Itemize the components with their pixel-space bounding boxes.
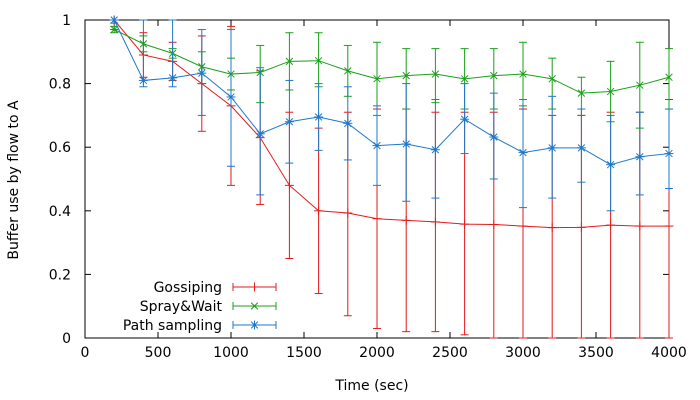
point-2-3 <box>197 68 207 78</box>
point-2-7 <box>314 112 324 122</box>
series-line-0 <box>113 19 669 229</box>
errorbar-1-11 <box>431 48 440 104</box>
point-2-10 <box>401 139 411 149</box>
x-tick-label-3: 1500 <box>286 345 322 361</box>
errorbar-2-1 <box>139 19 148 88</box>
point-1-11 <box>431 70 440 78</box>
y-tick-label-1: 0.2 <box>49 267 71 283</box>
point-1-7 <box>314 56 323 65</box>
y-tick-label-0: 0 <box>62 331 71 347</box>
x-tick-label-7: 3500 <box>578 345 614 361</box>
point-0-17 <box>606 220 616 230</box>
legend-marker-1 <box>250 302 259 310</box>
point-0-13 <box>489 219 499 229</box>
point-0-15 <box>547 223 557 233</box>
point-2-13 <box>489 132 499 142</box>
point-2-0 <box>109 15 119 25</box>
point-0-9 <box>372 214 382 224</box>
y-tick-label-4: 0.8 <box>49 77 71 93</box>
x-tick-label-8: 4000 <box>651 345 687 361</box>
point-1-19 <box>665 73 673 81</box>
point-1-15 <box>548 75 556 83</box>
y-tick-label-5: 1 <box>62 13 71 29</box>
point-0-7 <box>314 206 324 216</box>
y-axis-label: Buffer use by flow to A <box>6 100 22 260</box>
y-tick-label-3: 0.6 <box>49 140 71 156</box>
point-2-5 <box>255 129 265 139</box>
point-2-2 <box>168 73 178 83</box>
point-0-12 <box>460 219 470 229</box>
point-1-9 <box>373 75 381 83</box>
x-tick-label-6: 3000 <box>505 345 541 361</box>
x-tick-label-0: 0 <box>81 345 90 361</box>
point-1-17 <box>606 87 615 96</box>
point-0-18 <box>635 221 645 231</box>
point-2-11 <box>430 145 440 155</box>
point-2-15 <box>547 143 557 153</box>
legend: Gossiping Spray&Wait Path sampling <box>123 280 277 334</box>
point-2-14 <box>518 148 528 158</box>
point-2-9 <box>372 141 382 151</box>
legend-marker-2 <box>250 320 259 330</box>
point-2-19 <box>664 149 674 159</box>
point-2-4 <box>226 92 236 102</box>
series-line-2 <box>113 19 670 166</box>
point-2-6 <box>284 117 294 127</box>
point-0-19 <box>664 221 674 231</box>
point-1-8 <box>344 67 352 75</box>
point-1-6 <box>285 57 294 66</box>
point-2-1 <box>138 75 148 85</box>
axes: 0 500 1000 1500 2000 2500 3000 3500 4000 0 0.2 0.4 0… <box>49 13 687 361</box>
series-line-1 <box>113 29 670 94</box>
x-tick-label-5: 2500 <box>432 345 468 361</box>
series-layer <box>109 15 674 339</box>
point-2-17 <box>606 160 616 170</box>
point-1-14 <box>519 70 527 78</box>
point-1-0 <box>110 25 118 34</box>
point-0-14 <box>518 221 528 231</box>
point-0-16 <box>576 222 586 232</box>
point-0-8 <box>343 208 353 218</box>
errorbar-2-19 <box>665 108 673 190</box>
legend-label-0: Gossiping <box>154 280 222 296</box>
point-2-16 <box>576 143 586 153</box>
x-tick-label-4: 2000 <box>359 345 395 361</box>
legend-label-1: Spray&Wait <box>140 299 223 315</box>
errorbar-1-7 <box>314 32 323 88</box>
x-tick-label-2: 1000 <box>213 345 249 361</box>
point-1-10 <box>402 71 410 80</box>
point-2-18 <box>635 152 645 162</box>
legend-label-2: Path sampling <box>123 318 222 334</box>
point-2-8 <box>343 118 353 128</box>
point-1-18 <box>636 81 644 89</box>
x-axis-label: Time (sec) <box>334 378 408 394</box>
point-0-11 <box>430 217 440 227</box>
series-2 <box>109 15 674 212</box>
point-1-12 <box>460 75 469 83</box>
x-tick-label-1: 500 <box>145 345 172 361</box>
point-0-6 <box>284 180 294 190</box>
point-1-13 <box>490 71 498 80</box>
series-1 <box>110 25 673 129</box>
point-2-12 <box>460 114 470 124</box>
point-1-16 <box>577 89 586 97</box>
point-0-10 <box>401 215 411 225</box>
y-tick-label-2: 0.4 <box>49 204 71 220</box>
legend-marker-0 <box>250 282 259 292</box>
